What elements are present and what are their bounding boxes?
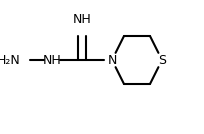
Text: H₂N: H₂N [0, 53, 20, 66]
Text: S: S [158, 53, 166, 66]
Text: NH: NH [73, 13, 91, 26]
Text: N: N [107, 53, 117, 66]
Text: NH: NH [43, 53, 61, 66]
